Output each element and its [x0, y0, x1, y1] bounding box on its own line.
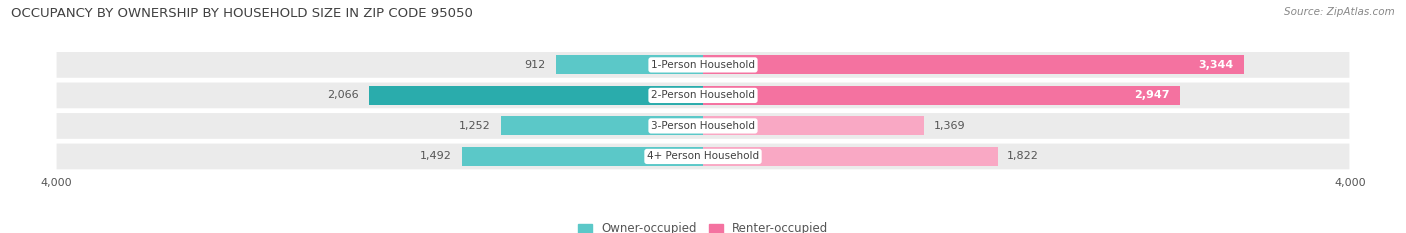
- FancyBboxPatch shape: [56, 144, 1350, 169]
- Text: Source: ZipAtlas.com: Source: ZipAtlas.com: [1284, 7, 1395, 17]
- Bar: [703, 55, 1244, 74]
- Text: 2-Person Household: 2-Person Household: [651, 90, 755, 100]
- FancyBboxPatch shape: [56, 82, 1350, 108]
- Text: 1,492: 1,492: [420, 151, 453, 161]
- Bar: [703, 86, 1180, 105]
- FancyBboxPatch shape: [56, 52, 1350, 78]
- Text: 1,369: 1,369: [934, 121, 966, 131]
- Text: 1-Person Household: 1-Person Household: [651, 60, 755, 70]
- Bar: [703, 116, 924, 135]
- Text: 4+ Person Household: 4+ Person Household: [647, 151, 759, 161]
- Text: 1,822: 1,822: [1007, 151, 1039, 161]
- Bar: [703, 147, 998, 166]
- Text: 3-Person Household: 3-Person Household: [651, 121, 755, 131]
- Text: 2,947: 2,947: [1135, 90, 1170, 100]
- Text: 912: 912: [524, 60, 546, 70]
- Text: 3,344: 3,344: [1199, 60, 1234, 70]
- Bar: [501, 116, 703, 135]
- Text: 2,066: 2,066: [328, 90, 360, 100]
- Legend: Owner-occupied, Renter-occupied: Owner-occupied, Renter-occupied: [578, 223, 828, 233]
- Text: 1,252: 1,252: [460, 121, 491, 131]
- Bar: [555, 55, 703, 74]
- FancyBboxPatch shape: [56, 113, 1350, 139]
- Bar: [461, 147, 703, 166]
- Text: OCCUPANCY BY OWNERSHIP BY HOUSEHOLD SIZE IN ZIP CODE 95050: OCCUPANCY BY OWNERSHIP BY HOUSEHOLD SIZE…: [11, 7, 474, 20]
- Bar: [368, 86, 703, 105]
